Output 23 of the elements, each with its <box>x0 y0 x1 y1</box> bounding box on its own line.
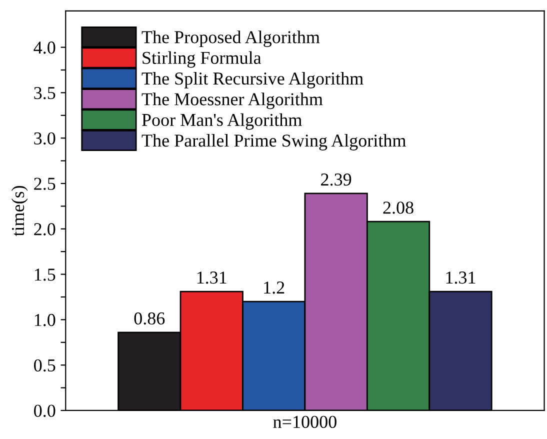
data-label: 0.86 <box>134 312 165 325</box>
y-tick-label: 0.0 <box>34 404 56 417</box>
data-label: 2.39 <box>321 174 352 186</box>
legend-label: The Proposed Algorithm <box>142 30 320 48</box>
y-tick-label: 1.5 <box>34 268 56 281</box>
data-label: 1.2 <box>264 282 284 294</box>
legend-label: The Moessner Algorithm <box>142 92 323 110</box>
y-tick-label: 2.0 <box>34 223 56 236</box>
legend-label: The Parallel Prime Swing Algorithm <box>142 134 406 150</box>
y-tick-label: 3.5 <box>34 86 56 100</box>
y-axis-title: time(s) <box>11 186 28 236</box>
y-tick-label: 2.5 <box>34 178 56 190</box>
x-tick-label: n=10000 <box>273 416 336 428</box>
legend-label: The Split Recursive Algorithm <box>142 72 364 88</box>
legend-label: Poor Man's Algorithm <box>142 113 302 130</box>
y-tick-label: 0.5 <box>34 359 56 372</box>
data-label: 2.08 <box>383 202 414 214</box>
y-tick-label: 4.0 <box>34 42 56 54</box>
legend-label: Stirling Formula <box>142 51 262 68</box>
data-label: 1.31 <box>197 272 226 284</box>
data-label: 1.31 <box>446 272 476 284</box>
y-tick-label: 3.0 <box>34 132 56 145</box>
y-tick-label: 1.0 <box>34 314 56 326</box>
